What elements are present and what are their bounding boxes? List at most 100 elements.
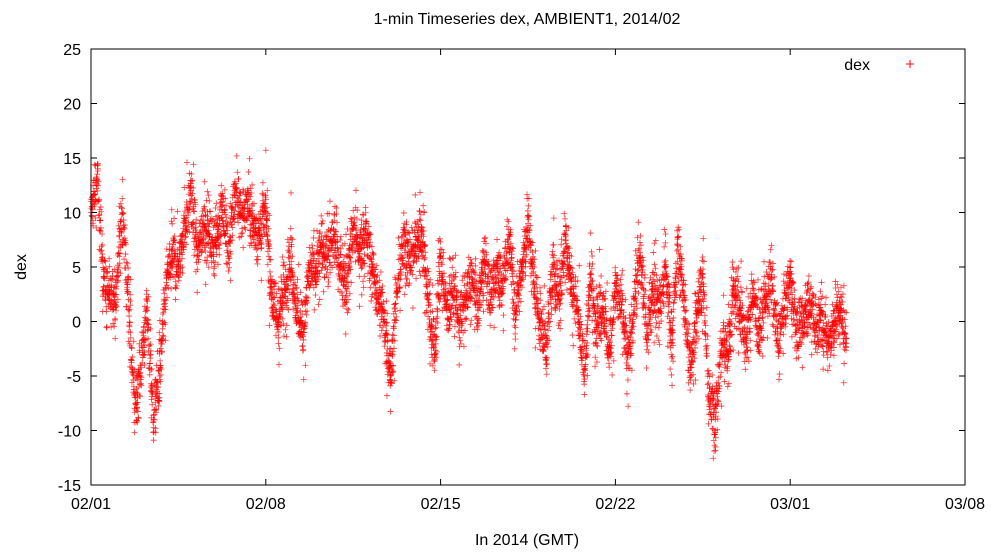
data-point <box>195 256 202 263</box>
data-point <box>131 367 138 374</box>
data-point <box>155 402 162 409</box>
data-point <box>212 242 219 249</box>
data-point <box>95 182 102 189</box>
data-point <box>129 353 136 360</box>
data-point <box>114 269 121 276</box>
data-point <box>201 203 208 210</box>
data-point <box>180 243 187 250</box>
data-point <box>159 348 166 355</box>
data-point <box>169 220 176 227</box>
data-point <box>119 195 126 202</box>
data-point <box>201 178 208 185</box>
data-point <box>144 304 151 311</box>
data-point <box>94 171 101 178</box>
data-point <box>163 294 170 301</box>
data-point <box>104 268 111 275</box>
data-point <box>122 237 129 244</box>
data-point <box>126 306 133 313</box>
data-point <box>202 281 209 288</box>
data-point <box>240 188 247 195</box>
data-point <box>125 338 132 345</box>
data-point <box>151 416 158 423</box>
data-point <box>157 371 164 378</box>
data-point <box>165 284 172 291</box>
data-point <box>138 329 145 336</box>
data-point <box>216 220 223 227</box>
data-point <box>212 204 219 211</box>
data-point <box>169 243 176 250</box>
data-point <box>113 291 120 298</box>
data-point <box>137 380 144 387</box>
data-point <box>108 297 115 304</box>
data-point <box>231 207 238 214</box>
data-point <box>145 293 152 300</box>
data-point <box>183 214 190 221</box>
data-point <box>223 260 230 267</box>
data-point <box>233 152 240 159</box>
data-point <box>222 211 229 218</box>
data-point <box>203 197 210 204</box>
series-dex-points <box>88 147 850 462</box>
data-point <box>159 335 166 342</box>
data-point <box>146 371 153 378</box>
data-point <box>183 227 190 234</box>
data-point <box>188 195 195 202</box>
data-point <box>131 429 138 436</box>
data-point <box>140 352 147 359</box>
data-point <box>214 261 221 268</box>
data-point <box>217 231 224 238</box>
data-point <box>157 362 164 369</box>
data-point <box>147 347 154 354</box>
data-point <box>124 288 131 295</box>
data-point <box>121 222 128 229</box>
data-point <box>211 272 218 279</box>
data-point <box>222 195 229 202</box>
data-point <box>226 264 233 271</box>
data-point <box>115 222 122 229</box>
data-point <box>114 273 121 280</box>
data-point <box>225 259 232 266</box>
data-point <box>199 233 206 240</box>
data-point <box>227 277 234 284</box>
data-point <box>115 264 122 271</box>
data-point <box>174 261 181 268</box>
data-point <box>145 335 152 342</box>
data-point <box>157 345 164 352</box>
data-point <box>148 385 155 392</box>
data-point <box>162 321 169 328</box>
data-point <box>121 256 128 263</box>
data-point <box>127 298 134 305</box>
data-point <box>153 406 160 413</box>
data-point <box>160 333 167 340</box>
data-point <box>138 374 145 381</box>
data-point <box>182 218 189 225</box>
data-point <box>122 241 129 248</box>
data-point <box>159 325 166 332</box>
data-point <box>176 256 183 263</box>
data-point <box>99 231 106 238</box>
data-point <box>124 281 131 288</box>
data-point <box>157 378 164 385</box>
data-point <box>192 201 199 208</box>
data-point <box>171 215 178 222</box>
data-point <box>126 313 133 320</box>
data-point <box>117 270 124 277</box>
data-point <box>116 260 123 267</box>
data-point <box>581 373 588 379</box>
data-point <box>173 282 180 289</box>
data-point <box>127 334 134 341</box>
data-point <box>158 366 165 373</box>
data-point <box>123 259 130 266</box>
data-point <box>204 217 211 224</box>
data-point <box>134 377 141 384</box>
data-point <box>114 296 121 303</box>
data-point <box>186 206 193 213</box>
data-point <box>223 214 230 221</box>
data-point <box>235 175 242 182</box>
data-point <box>189 177 196 184</box>
data-point <box>200 231 207 238</box>
data-point <box>98 208 105 215</box>
data-point <box>182 233 189 240</box>
data-point <box>147 341 154 348</box>
data-point <box>172 296 179 303</box>
